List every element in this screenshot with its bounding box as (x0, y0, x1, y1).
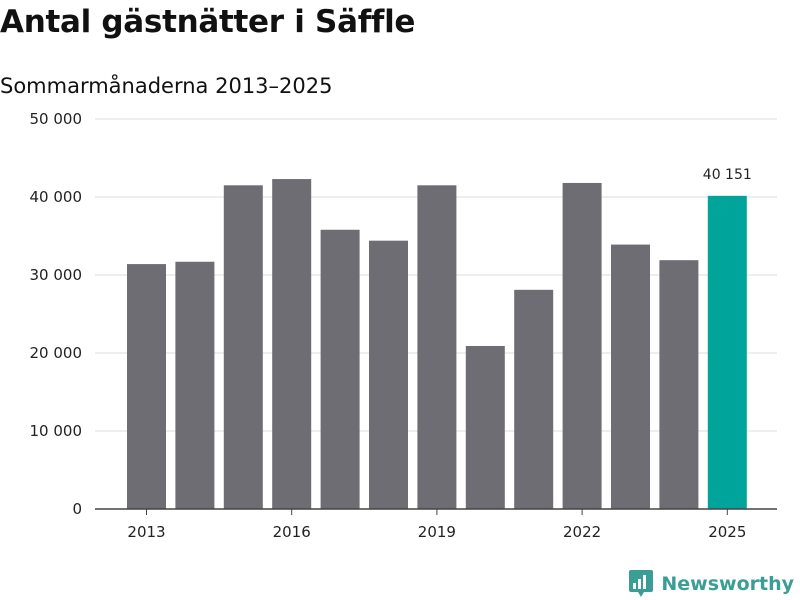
x-tick-label: 2016 (273, 523, 311, 541)
brand-name: Newsworthy (661, 573, 794, 595)
y-tick-label: 50 000 (30, 110, 83, 128)
bar-2013 (127, 264, 166, 509)
bar-2017 (320, 229, 360, 509)
y-tick-label: 20 000 (30, 344, 83, 362)
chart-subtitle: Sommarmånaderna 2013–2025 (0, 74, 333, 98)
y-tick-label: 40 000 (30, 188, 83, 206)
bar-2025 (707, 195, 747, 509)
newsworthy-logo-icon (629, 570, 654, 597)
chart-title: Antal gästnätter i Säffle (0, 4, 416, 40)
bar-2016 (272, 179, 312, 509)
bar-2014 (175, 261, 215, 509)
y-tick-label: 0 (72, 500, 82, 518)
y-tick-label: 10 000 (30, 422, 83, 440)
x-tick-label: 2025 (708, 523, 746, 541)
data-label-2025: 40 151 (703, 167, 752, 183)
x-tick-label: 2013 (127, 523, 165, 541)
bar-2021 (514, 289, 554, 509)
bar-2024 (659, 260, 699, 509)
x-tick-label: 2019 (418, 523, 456, 541)
bar-2019 (417, 185, 457, 510)
bar-2022 (562, 182, 602, 509)
bar-2018 (369, 240, 408, 509)
bar-2015 (223, 185, 263, 510)
y-tick-label: 30 000 (30, 266, 83, 284)
bar-2020 (465, 345, 505, 509)
newsworthy-brand[interactable]: Newsworthy (629, 570, 794, 598)
bar-2023 (611, 244, 650, 509)
x-tick-label: 2022 (563, 523, 601, 541)
